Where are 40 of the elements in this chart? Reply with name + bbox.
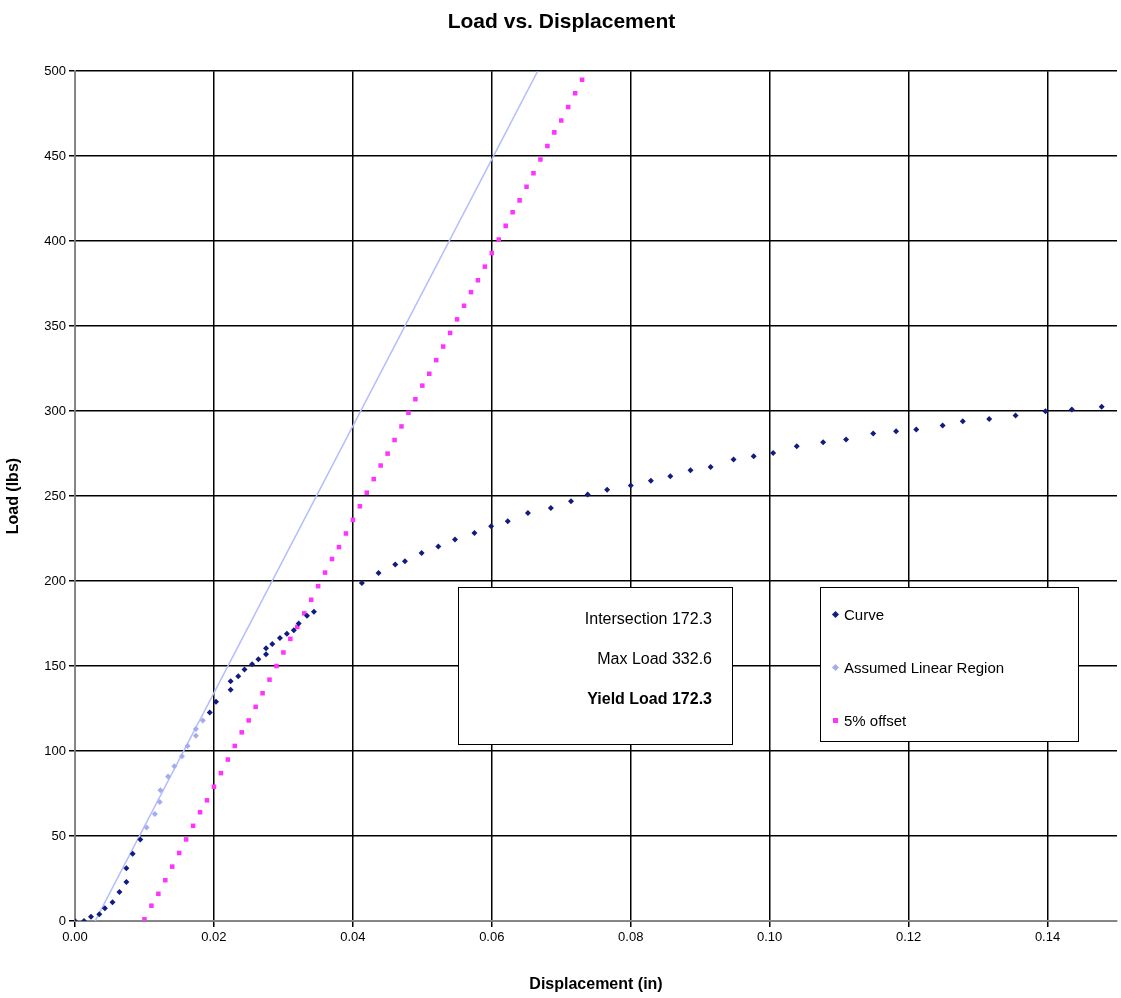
point (156, 799, 163, 806)
point (157, 787, 164, 794)
y-tick-label: 450 (44, 147, 66, 163)
y-tick-label: 300 (44, 402, 66, 418)
point (151, 810, 158, 817)
text-box: Intersection 172.3 Max Load 332.6 Yield Load 172.3 (458, 587, 733, 745)
legend-label: Assumed Linear Region (844, 659, 1005, 676)
x-tick-label: 0.12 (895, 929, 922, 945)
legend-label: Curve (844, 606, 885, 623)
annotation: Max Load 332.6 (596, 650, 712, 668)
y-tick-label: 200 (44, 572, 66, 588)
y-tick-label: 500 (44, 62, 66, 78)
y-tick-label: 50 (51, 827, 66, 843)
annotation: Intersection 172.3 (583, 610, 712, 628)
x-tick-label: 0.04 (340, 929, 366, 945)
y-tick-label: 350 (44, 317, 66, 333)
point (184, 742, 191, 749)
point (199, 717, 206, 724)
chart-title: Load vs. Displacement (447, 9, 676, 33)
y-tick-label: 100 (44, 742, 66, 758)
x-tick-label: 0.14 (1034, 929, 1061, 945)
x-tick-label: 0.00 (62, 929, 88, 945)
y-tick-label: 400 (44, 232, 66, 248)
y-tick-label: 0 (58, 912, 66, 928)
y-tick-label: 150 (44, 657, 66, 673)
y-axis-title: Load (lbs) (4, 457, 22, 535)
x-tick-label: 0.10 (757, 929, 783, 945)
x-tick-label: 0.02 (201, 929, 227, 945)
x-tick-label: 0.08 (618, 929, 644, 945)
point (178, 753, 185, 760)
point (192, 732, 199, 739)
point (171, 763, 178, 770)
x-axis-title: Displacement (in) (529, 974, 663, 992)
point (143, 824, 150, 831)
x-tick-label: 0.06 (479, 929, 505, 945)
annotation: Yield Load 172.3 (586, 690, 712, 708)
point (165, 773, 172, 780)
y-tick-label: 250 (44, 487, 66, 503)
point (192, 725, 199, 732)
legend-label: 5% offset (844, 712, 907, 729)
